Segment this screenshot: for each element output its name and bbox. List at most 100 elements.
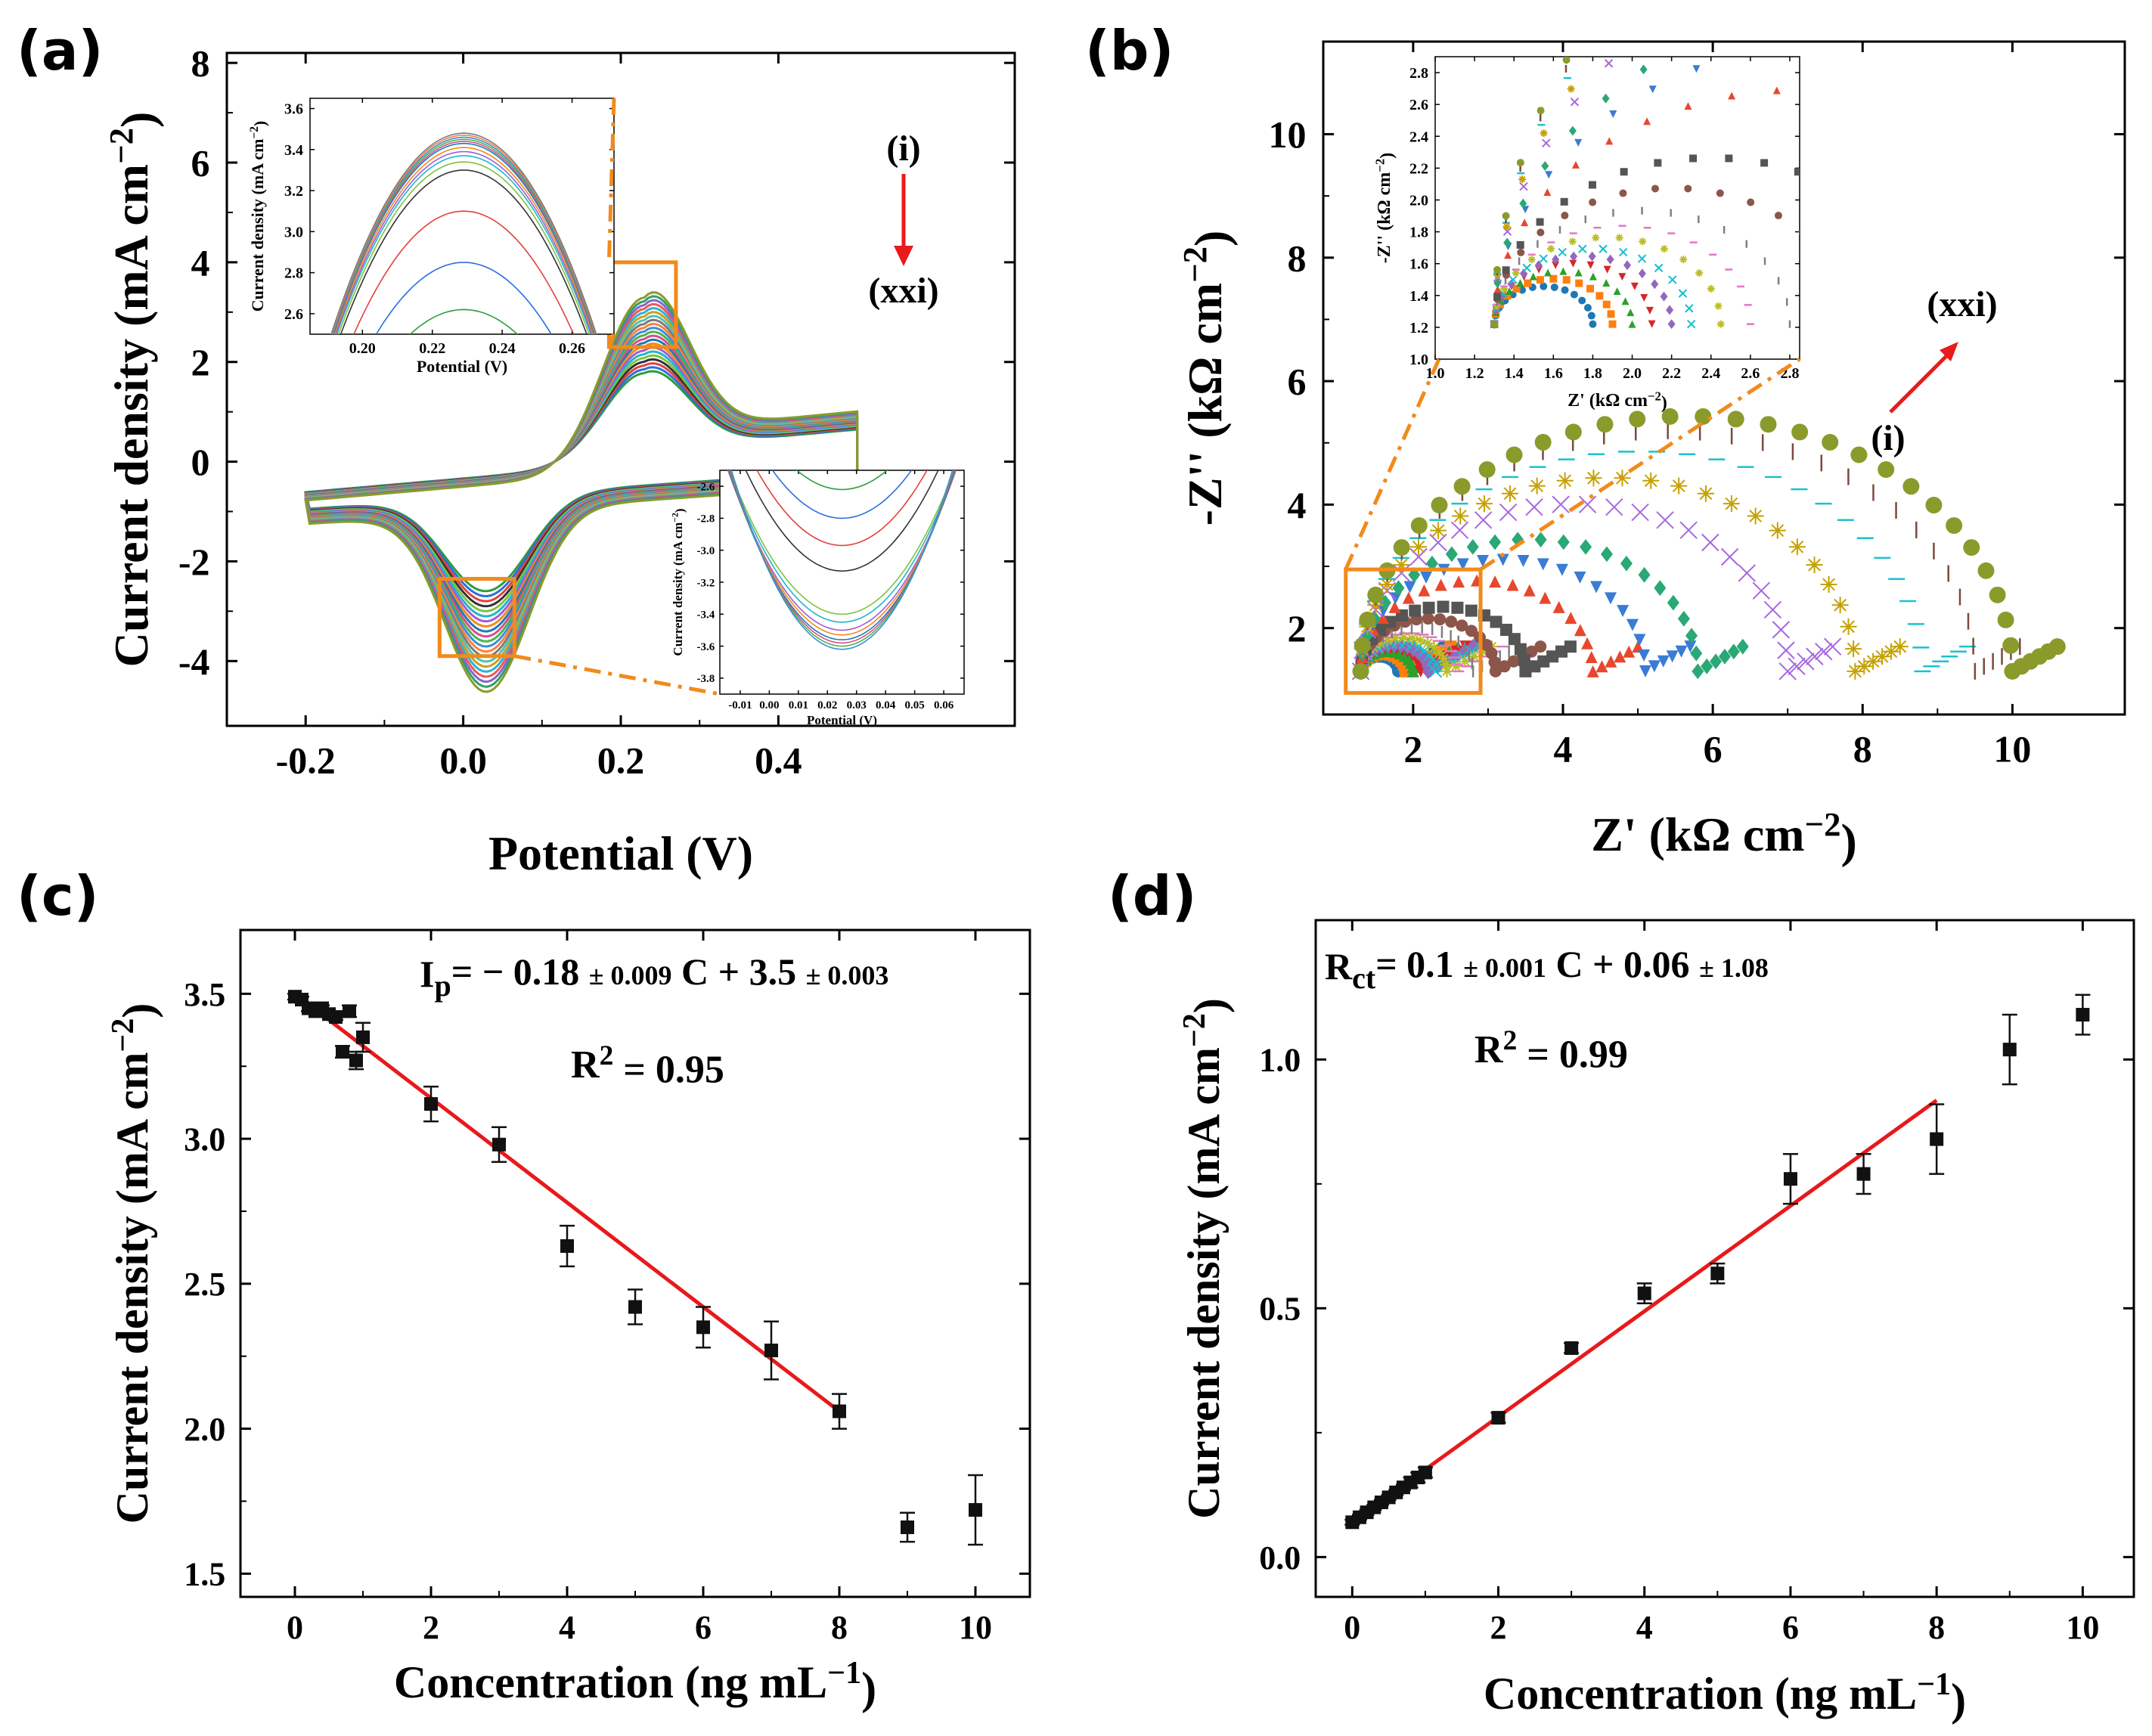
b-point [1878,461,1895,479]
d-point [1856,1167,1871,1181]
b-point [1367,586,1385,603]
c-point [969,1502,982,1517]
b-point [1692,65,1701,73]
b-point [1600,546,1613,563]
b-ylabel-main: -Z'' (kΩ cm [1178,283,1232,525]
a-inset-top-ylabel-main: Current density (mA cm [248,139,267,312]
d-r2: R2 = 0.99 [1474,1025,1628,1076]
b-point [1794,168,1800,176]
b-point [1623,260,1632,271]
c-xtick-label: 0 [287,1609,303,1646]
a-ytick-label: -2 [178,541,210,583]
b-inset-xlabel-main: Z' (kΩ cm [1567,391,1648,411]
b-point [1527,256,1536,264]
c-xtick-label: 10 [959,1609,992,1646]
b-inset-xtick-label: 1.0 [1426,365,1445,382]
c-xlabel-tail: ) [861,1663,876,1713]
b-point [1626,308,1635,317]
b-point [1504,251,1512,259]
b-point [1595,660,1608,673]
a-inset-top-curve [333,147,594,334]
b-point [1739,50,1747,57]
b-point [1684,640,1697,653]
d-xlabel-main: Concentration (ng mL [1484,1669,1917,1719]
b-point [1499,623,1512,636]
b-point [1478,461,1496,479]
b-point [1493,302,1501,310]
b-ytick-label: 6 [1288,361,1307,403]
b-point [1581,637,1594,649]
c-eq-part: = − 0.18 [451,950,589,993]
b-point [1434,613,1447,626]
b-point [1580,538,1592,555]
b-point [1536,107,1545,115]
a-inset-bottom-ylabel: Current density (mA cm−2) [670,508,687,656]
b-point [1630,282,1639,290]
d-point [1783,1172,1797,1186]
a-series-group [304,291,859,693]
b-point [1489,534,1502,550]
b-point [1516,240,1524,249]
b-point [1559,267,1567,275]
a-inset-top-curve [335,150,593,334]
c-xtick-label: 6 [695,1609,712,1646]
b-point [1437,600,1450,613]
a-inset-top-curve [409,308,519,334]
c-r2-sup: 2 [600,1040,614,1071]
b-point [1359,611,1376,628]
c-ytick-label: 3.0 [184,1121,225,1158]
b-point [1723,495,1740,513]
b-point [1539,591,1552,604]
b-point [1451,601,1464,614]
b-xlabel: Z' (kΩ cm−2) [1591,805,1857,868]
b-point [1620,555,1633,572]
b-point [1502,266,1510,274]
b-point [1564,640,1577,653]
b-point [1701,533,1719,552]
a-inset-top-curve [330,132,597,334]
b-arrow [1889,350,1952,414]
b-point [1488,656,1501,668]
b-point [1384,615,1397,628]
b-point [1352,662,1369,680]
d-fit-line [1350,1099,1938,1524]
b-point [1422,601,1435,614]
b-inset-xtick-label: 2.6 [1741,365,1760,382]
b-point [1502,212,1510,220]
b-xtick-label: 10 [1993,728,2031,770]
d-ytick-label: 0.0 [1259,1539,1301,1576]
b-inset-ytick-label: 2.8 [1409,65,1428,82]
b-point [1496,553,1509,566]
a-connector [606,98,616,262]
b-point [1774,212,1782,220]
b-point [1552,254,1560,265]
b-point [1542,138,1551,148]
b-point [1517,248,1525,256]
b-point [1503,237,1512,248]
b-point [1760,159,1769,167]
b-point [1747,198,1755,206]
b-point [1452,507,1469,525]
b-point [1540,129,1548,138]
b-point [1874,648,1891,665]
b-point [1403,581,1416,594]
b-point [1547,245,1555,253]
a-xtick-label: 0.0 [439,739,487,782]
b-point [1536,558,1549,571]
b-arrow-head [1940,342,1958,361]
a-xtick-label: 0.2 [597,739,645,782]
b-point [1997,611,2014,628]
a-inset-bottom-ytick-label: -2.8 [697,513,715,525]
b-point [1536,218,1544,226]
b-point [1381,634,1394,646]
d-xtick-label: 4 [1636,1609,1653,1646]
b-point [1516,159,1524,167]
b-point [1507,655,1520,668]
b-points-group [1351,408,2066,680]
a-inset-bottom-ylabel-tail: ) [672,508,687,513]
b-point [1714,302,1723,310]
b-point [1689,154,1698,163]
b-point [1493,285,1502,293]
b-point [1505,446,1523,463]
